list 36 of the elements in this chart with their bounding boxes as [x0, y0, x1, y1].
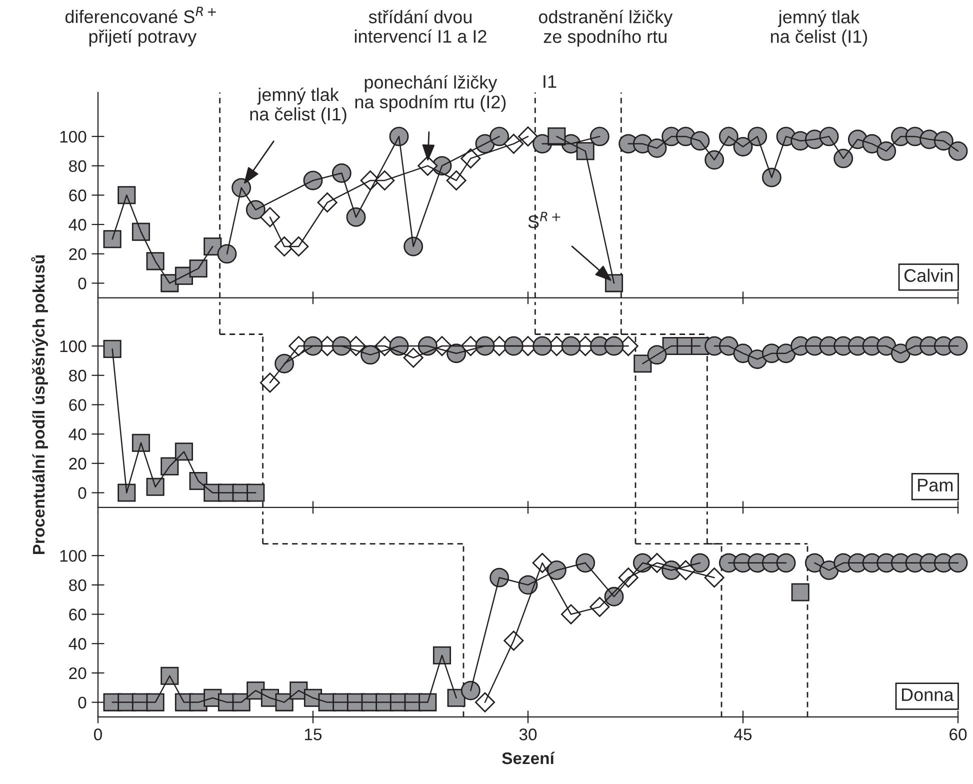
text: Pam — [918, 478, 953, 492]
y-tick-label: 0 — [78, 487, 86, 499]
text: střídání dvou intervencí I1 a I2 — [354, 10, 486, 43]
annotation: jemný tlak na čelist (I1) — [250, 88, 346, 124]
text: odstranění lžičky ze spodního rtu — [538, 10, 673, 47]
y-tick-label: 100 — [60, 550, 86, 562]
y-tick-label: 60 — [69, 399, 86, 411]
y-axis-title: Procentuální podíl úspěšných pokusů — [31, 255, 48, 554]
annotation: S$^{R+}$ — [528, 212, 560, 228]
y-tick-label: 60 — [69, 190, 86, 202]
y-tick-label: 40 — [68, 638, 86, 650]
x-tick-label: 15 — [304, 728, 322, 740]
x-tick-label: 45 — [734, 728, 752, 740]
text: diferencované S$^{R+}$ přijetí potravy — [65, 6, 216, 46]
x-tick-label: 60 — [950, 728, 967, 740]
annotation: ponechání lžičky na spodním rtu (I2) — [355, 75, 506, 112]
y-tick-label: 80 — [69, 579, 86, 592]
x-tick-label: 0 — [94, 728, 102, 740]
y-tick-label: 60 — [69, 608, 86, 620]
y-tick-label: 20 — [69, 458, 86, 470]
y-tick-label: 20 — [69, 667, 86, 680]
y-tick-label: 40 — [68, 428, 86, 440]
y-tick-label: 80 — [69, 370, 86, 382]
x-tick-label: 30 — [519, 728, 537, 740]
text: Donna — [902, 688, 954, 702]
y-tick-label: 80 — [69, 160, 86, 172]
y-tick-label: 0 — [78, 278, 86, 290]
text: Calvin — [904, 268, 953, 282]
text: I1 — [544, 75, 556, 88]
y-tick-label: 100 — [60, 340, 86, 352]
y-tick-label: 20 — [69, 248, 86, 260]
x-axis-title: Sezení — [502, 752, 555, 764]
y-tick-label: 0 — [78, 696, 86, 708]
y-tick-label: 40 — [68, 218, 86, 231]
text: jemný tlak na čelist (I1) — [771, 10, 868, 46]
y-tick-label: 100 — [60, 130, 86, 143]
